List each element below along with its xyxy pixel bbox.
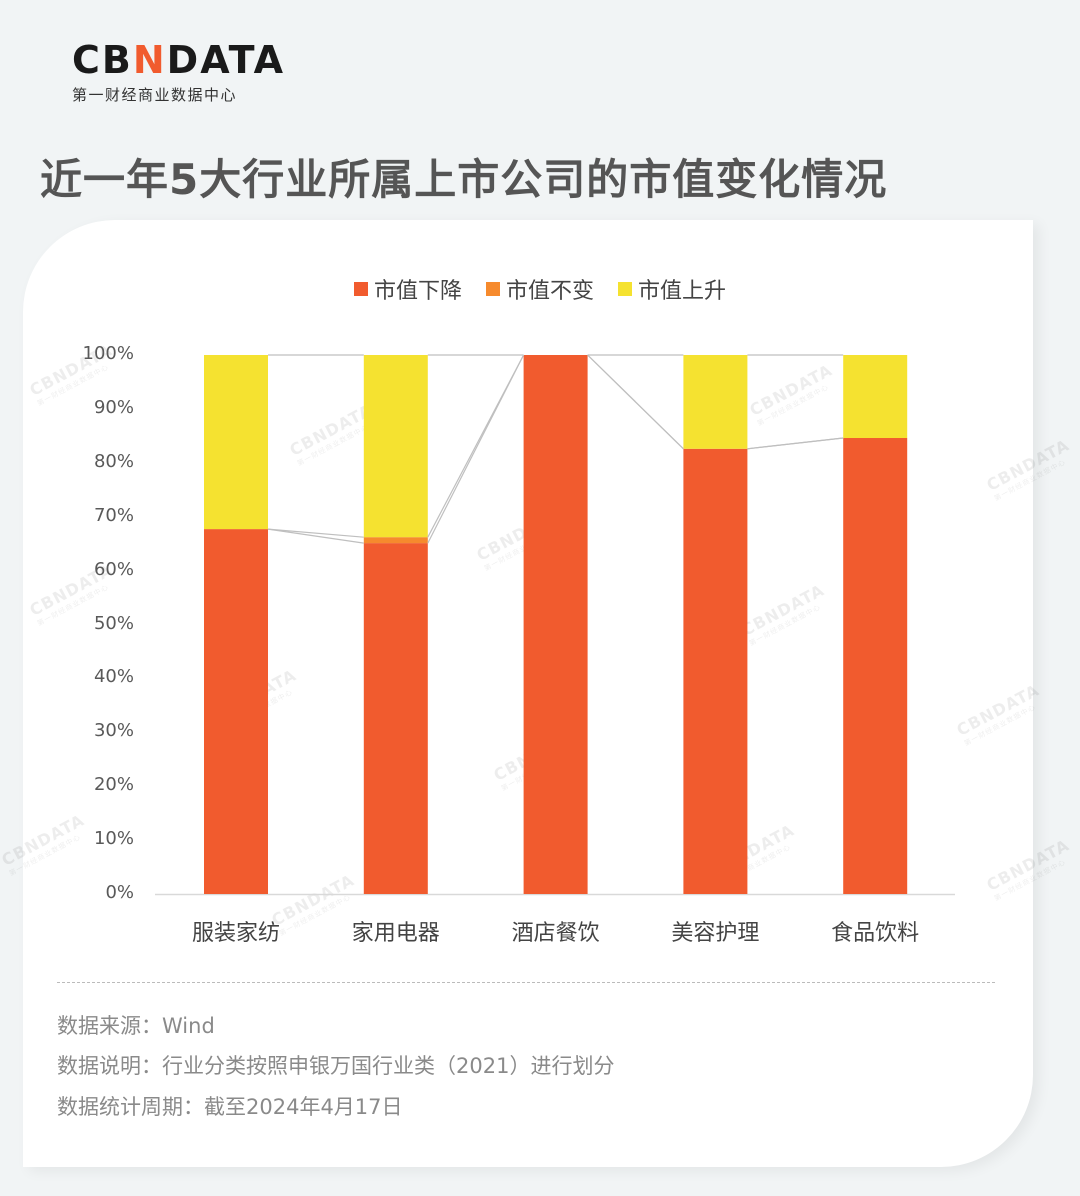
y-tick-label: 80% — [93, 450, 134, 472]
bar-segment — [204, 529, 268, 894]
legend-label: 市值上升 — [638, 279, 727, 304]
x-tick-label: 美容护理 — [671, 921, 760, 946]
y-tick-label: 100% — [82, 343, 134, 364]
legend-swatch-unchanged-icon — [485, 282, 500, 296]
y-tick-label: 50% — [93, 612, 134, 634]
series-connector-line — [267, 528, 364, 544]
y-tick-label: 10% — [93, 828, 134, 850]
legend-label: 市值不变 — [505, 279, 594, 304]
legend-item-decrease: 市值下降 — [353, 273, 462, 305]
y-tick-label: 90% — [93, 396, 134, 418]
y-tick-label: 40% — [93, 666, 134, 688]
note-period: 数据统计周期：截至2024年4月17日 — [57, 1095, 403, 1119]
note-source: 数据来源：Wind — [57, 1014, 215, 1038]
bar-segment — [363, 355, 428, 538]
series-connector-line — [267, 528, 364, 538]
cbndata-logo: CBNDATA 第一财经商业数据中心 — [72, 40, 285, 105]
y-tick-label: 20% — [93, 774, 134, 796]
legend-swatch-increase-icon — [618, 282, 632, 296]
bar-segment — [683, 448, 748, 894]
series-connector-line — [427, 354, 525, 538]
dashed-divider — [57, 982, 995, 983]
bar-segment — [204, 355, 268, 530]
y-tick-label: 70% — [93, 504, 134, 526]
bar-segment — [843, 355, 908, 439]
logo-subtitle: 第一财经商业数据中心 — [72, 86, 238, 104]
bar-segment — [363, 537, 428, 544]
note-description: 数据说明：行业分类按照申银万国行业类（2021）进行划分 — [57, 1054, 615, 1078]
x-tick-label: 家用电器 — [351, 921, 440, 946]
x-tick-label: 酒店餐饮 — [511, 921, 600, 946]
y-tick-label: 30% — [93, 720, 134, 742]
legend-item-unchanged: 市值不变 — [485, 273, 594, 305]
chart-legend: 市值下降 市值不变 市值上升 — [0, 273, 1080, 305]
y-tick-label: 0% — [105, 882, 134, 903]
series-connector-line — [587, 354, 684, 450]
logo-wordmark: CBNDATA — [72, 38, 286, 82]
legend-label: 市值下降 — [373, 279, 462, 304]
legend-swatch-decrease-icon — [353, 282, 368, 296]
series-connector-line — [747, 437, 844, 450]
y-tick-label: 60% — [93, 558, 134, 580]
bar-segment — [363, 543, 428, 894]
bar-segment — [523, 355, 588, 894]
x-tick-label: 食品饮料 — [831, 921, 920, 946]
page-title: 近一年5大行业所属上市公司的市值变化情况 — [40, 155, 888, 204]
bar-segment — [843, 438, 908, 894]
legend-item-increase: 市值上升 — [618, 273, 726, 305]
x-tick-label: 服装家纺 — [191, 921, 280, 946]
bar-segment — [683, 355, 748, 449]
